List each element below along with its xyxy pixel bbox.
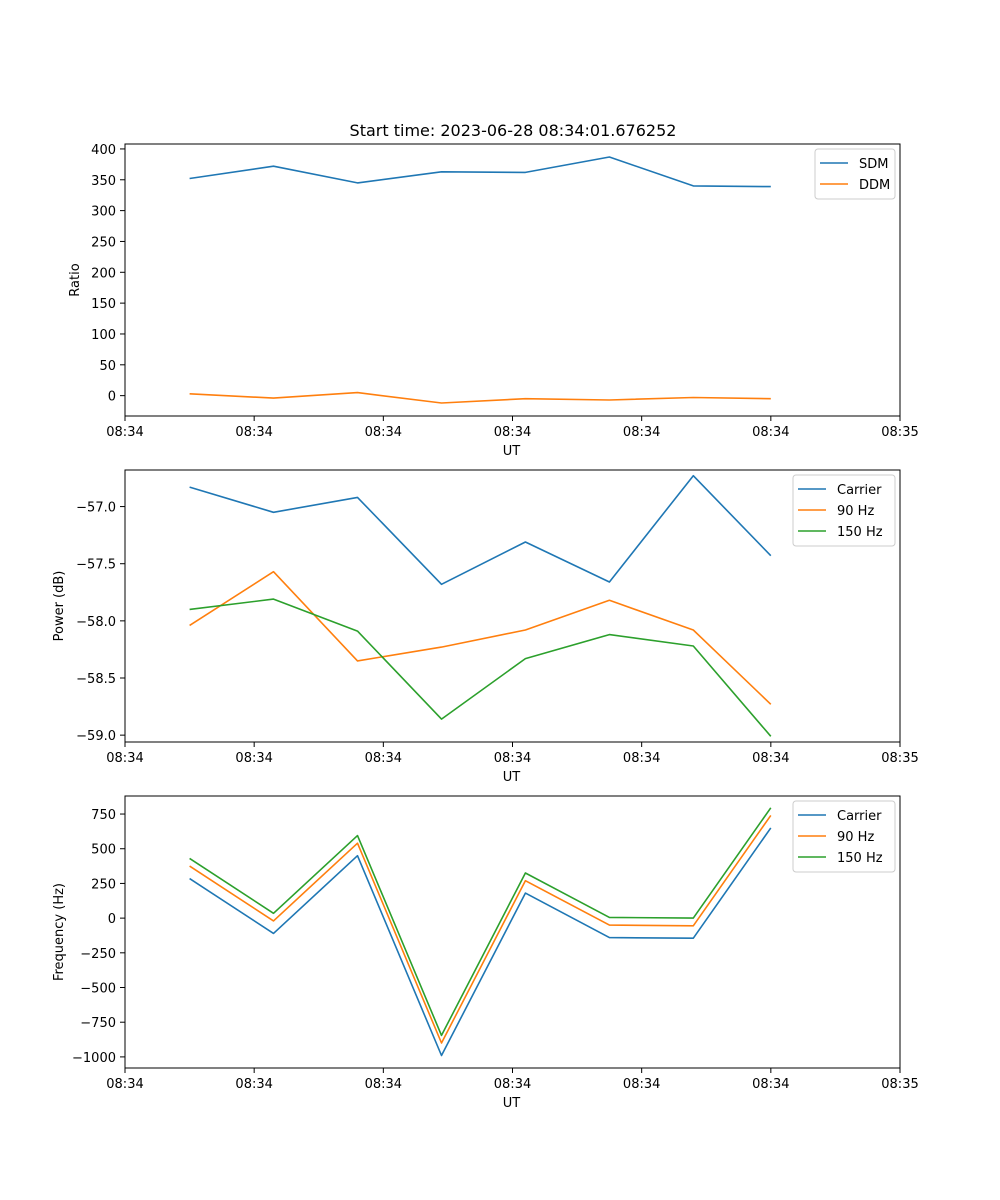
y-tick-label: 250 bbox=[91, 235, 116, 250]
y-tick-label: 150 bbox=[91, 297, 116, 312]
panel-1: 08:34 08:34 08:34 08:34 08:34 08:34 08:35 0 50 10… bbox=[68, 143, 919, 459]
panel-2: 08:34 08:34 08:34 08:34 08:34 08:34 08:35 −59.0… bbox=[52, 469, 919, 785]
series-line-90-hz bbox=[189, 570, 772, 705]
x-axis-label: UT bbox=[503, 1096, 521, 1111]
legend: Carrier 90 Hz 150 Hz bbox=[792, 800, 896, 873]
y-axis-label: Power (dB) bbox=[52, 571, 67, 642]
legend-label: 150 Hz bbox=[837, 851, 883, 866]
y-tick-label: 50 bbox=[99, 359, 116, 374]
legend-label: 90 Hz bbox=[837, 504, 874, 519]
x-tick-label: 08:34 bbox=[235, 751, 272, 766]
legend: SDM DDM bbox=[814, 148, 896, 200]
series-line-150-hz bbox=[189, 598, 772, 737]
x-tick-label: 08:34 bbox=[106, 751, 143, 766]
y-tick-label: −58.0 bbox=[76, 615, 116, 630]
y-tick-label: 250 bbox=[91, 877, 116, 892]
legend-label: Carrier bbox=[837, 809, 882, 824]
plot-area bbox=[124, 469, 901, 743]
y-tick-label: 0 bbox=[108, 390, 116, 405]
series-line-carrier bbox=[189, 827, 772, 1057]
y-axis-label: Ratio bbox=[68, 263, 83, 296]
x-tick-label: 08:34 bbox=[365, 751, 402, 766]
legend-label: 90 Hz bbox=[837, 830, 874, 845]
y-tick-label: 0 bbox=[108, 912, 116, 927]
series-line-ddm bbox=[189, 391, 771, 404]
plot-area bbox=[124, 143, 901, 417]
chart-panels: 08:34 08:34 08:34 08:34 08:34 08:34 08:35 0 50 10… bbox=[52, 143, 919, 1111]
legend-label: Carrier bbox=[837, 483, 882, 498]
legend-label: DDM bbox=[859, 178, 890, 193]
x-tick-label: 08:34 bbox=[623, 1077, 660, 1092]
x-tick-label: 08:34 bbox=[752, 425, 789, 440]
chart-title: Start time: 2023-06-28 08:34:01.676252 bbox=[350, 121, 677, 140]
y-tick-label: −57.5 bbox=[76, 558, 116, 573]
series-line-carrier bbox=[189, 474, 772, 586]
y-tick-label: 300 bbox=[91, 205, 116, 220]
x-tick-label: 08:34 bbox=[235, 425, 272, 440]
series-line-90-hz bbox=[189, 814, 772, 1044]
series-line-150-hz bbox=[189, 807, 772, 1037]
panel-3: 08:34 08:34 08:34 08:34 08:34 08:34 08:35 −1000… bbox=[52, 795, 919, 1111]
y-tick-label: 350 bbox=[91, 174, 116, 189]
x-tick-label: 08:34 bbox=[106, 1077, 143, 1092]
x-axis-label: UT bbox=[503, 444, 521, 459]
x-tick-label: 08:35 bbox=[881, 751, 918, 766]
y-tick-label: −59.0 bbox=[76, 729, 116, 744]
x-tick-label: 08:35 bbox=[881, 1077, 918, 1092]
y-tick-label: −500 bbox=[80, 982, 116, 997]
x-tick-label: 08:34 bbox=[494, 751, 531, 766]
legend: Carrier 90 Hz 150 Hz bbox=[792, 474, 896, 547]
x-tick-label: 08:34 bbox=[752, 1077, 789, 1092]
x-tick-label: 08:34 bbox=[365, 1077, 402, 1092]
x-tick-label: 08:34 bbox=[623, 425, 660, 440]
y-tick-label: 200 bbox=[91, 266, 116, 281]
legend-label: SDM bbox=[859, 157, 888, 172]
series-line-sdm bbox=[189, 156, 771, 188]
x-tick-label: 08:34 bbox=[365, 425, 402, 440]
y-tick-label: −57.0 bbox=[76, 501, 116, 516]
x-tick-label: 08:34 bbox=[623, 751, 660, 766]
y-tick-label: 750 bbox=[91, 808, 116, 823]
y-tick-label: −1000 bbox=[72, 1051, 116, 1066]
y-tick-label: 100 bbox=[91, 328, 116, 343]
x-tick-label: 08:34 bbox=[235, 1077, 272, 1092]
x-axis-label: UT bbox=[503, 770, 521, 785]
legend-box bbox=[792, 474, 896, 547]
y-tick-label: −58.5 bbox=[76, 672, 116, 687]
x-tick-label: 08:35 bbox=[881, 425, 918, 440]
legend-box bbox=[792, 800, 896, 873]
x-tick-label: 08:34 bbox=[494, 425, 531, 440]
x-tick-label: 08:34 bbox=[752, 751, 789, 766]
y-tick-label: −250 bbox=[80, 947, 116, 962]
plot-area bbox=[124, 795, 901, 1069]
legend-label: 150 Hz bbox=[837, 525, 883, 540]
y-tick-label: −750 bbox=[80, 1016, 116, 1031]
legend-box bbox=[814, 148, 896, 200]
x-tick-label: 08:34 bbox=[106, 425, 143, 440]
y-axis-label: Frequency (Hz) bbox=[52, 883, 67, 981]
y-tick-label: 400 bbox=[91, 143, 116, 158]
x-tick-label: 08:34 bbox=[494, 1077, 531, 1092]
y-tick-label: 500 bbox=[91, 843, 116, 858]
